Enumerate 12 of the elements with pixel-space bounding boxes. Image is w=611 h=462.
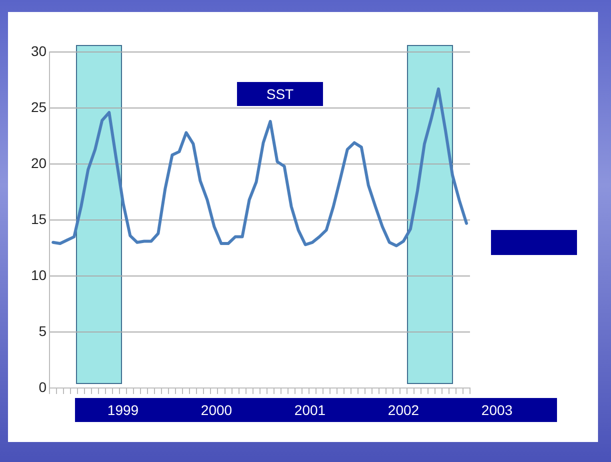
text: 2002 xyxy=(388,401,420,420)
text: 2003 xyxy=(481,401,513,420)
y-tick-label: 5 xyxy=(38,322,47,339)
text: 2000 xyxy=(200,401,232,420)
y-tick-label: 10 xyxy=(30,266,47,283)
text: 1999 xyxy=(107,401,139,420)
y-tick-label: 0 xyxy=(38,378,47,395)
text: 2001 xyxy=(294,401,326,420)
y-tick-label: 25 xyxy=(30,98,47,115)
y-tick-label: 20 xyxy=(30,154,47,171)
y-tick-label: 15 xyxy=(30,210,47,227)
y-tick-label: 30 xyxy=(30,42,47,59)
